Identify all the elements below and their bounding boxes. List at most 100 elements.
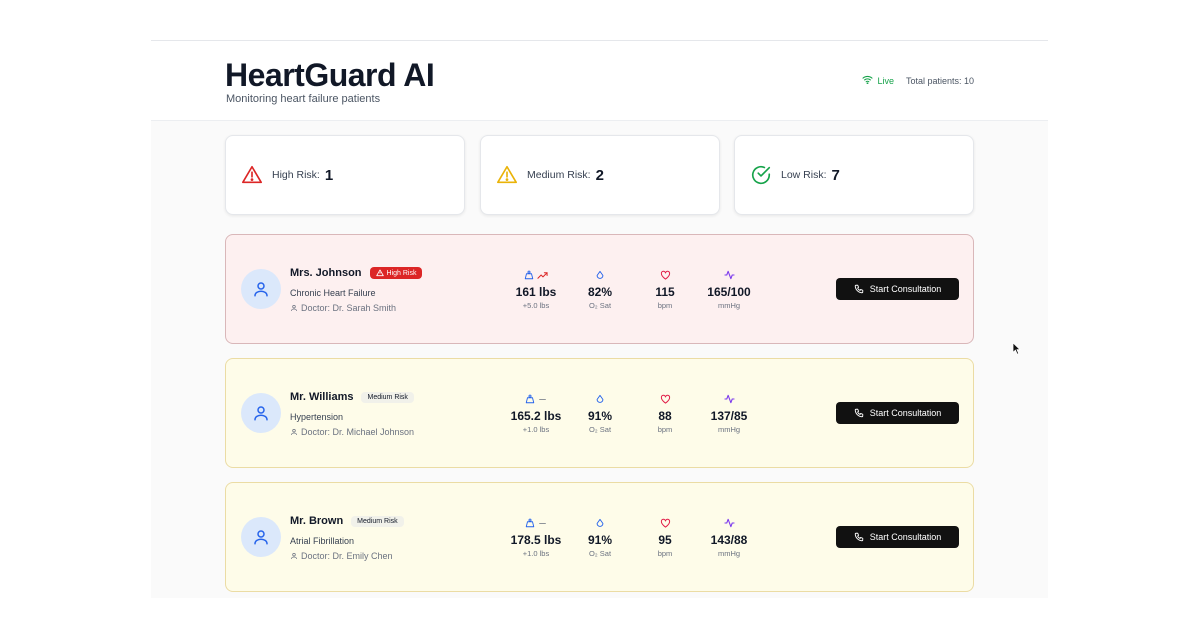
metric-o2: 91% O₂ Sat [565, 517, 635, 558]
page-subtitle: Monitoring heart failure patients [226, 93, 381, 105]
weight-icon [524, 270, 534, 280]
phone-icon [854, 284, 863, 294]
summary-card-high-risk: High Risk: 1 [225, 135, 465, 215]
total-patients: Total patients: 10 [905, 75, 974, 86]
summary-label: Low Risk: [781, 169, 827, 181]
metric-blood-pressure: 143/88 mmHg [694, 517, 764, 558]
o2-label: O₂ Sat [588, 549, 612, 558]
patient-name-row: Mr. Brown Medium Risk [290, 515, 404, 527]
doctor-label: Doctor: Dr. Emily Chen [301, 551, 393, 561]
weight-value: 165.2 lbs [510, 409, 562, 423]
trend-flat-icon [539, 522, 546, 524]
weight-icon [525, 518, 535, 528]
bp-label: mmHg [717, 301, 741, 310]
patient-name-row: Mr. Williams Medium Risk [290, 391, 414, 403]
patient-doctor: Doctor: Dr. Michael Johnson [290, 427, 414, 437]
patient-card[interactable]: Mr. Williams Medium Risk Hypertension Do… [225, 358, 974, 468]
phone-icon [854, 532, 863, 542]
summary-card-low-risk: Low Risk: 7 [734, 135, 974, 215]
o2-value: 91% [587, 533, 613, 547]
patient-condition: Hypertension [290, 412, 344, 422]
patient-card[interactable]: Mrs. Johnson High Risk Chronic Heart Fai… [225, 234, 974, 344]
live-indicator: Live [862, 75, 894, 86]
hr-value: 88 [658, 409, 672, 423]
user-icon [254, 406, 268, 421]
page-title: HeartGuard AI [225, 57, 435, 93]
warning-triangle-icon [375, 269, 384, 277]
weight-change: +1.0 lbs [522, 549, 550, 558]
start-consultation-button[interactable]: Start Consultation [836, 278, 959, 300]
hr-label: bpm [657, 549, 673, 558]
trend-flat-icon [539, 398, 546, 400]
live-label: Live [877, 75, 894, 86]
risk-badge-label: Medium Risk [367, 393, 408, 401]
trend-up-icon [537, 271, 548, 279]
risk-badge-label: Medium Risk [357, 517, 398, 525]
user-icon [290, 428, 298, 436]
hr-value: 115 [655, 285, 675, 299]
o2-value: 91% [587, 409, 613, 423]
heart-icon [660, 270, 670, 280]
bp-label: mmHg [717, 425, 741, 434]
metric-weight: 178.5 lbs +1.0 lbs [501, 517, 571, 558]
metric-o2: 82% O₂ Sat [565, 269, 635, 310]
start-consultation-button[interactable]: Start Consultation [836, 402, 959, 424]
patient-name: Mrs. Johnson [290, 267, 362, 279]
app-frame: HeartGuard AI Monitoring heart failure p… [151, 40, 1048, 598]
weight-icon [525, 394, 535, 404]
wifi-icon [862, 75, 877, 86]
weight-value: 161 lbs [515, 285, 557, 299]
patient-name: Mr. Brown [290, 515, 344, 527]
doctor-label: Doctor: Dr. Michael Johnson [301, 427, 415, 437]
mouse-cursor-icon [1012, 342, 1021, 360]
patient-name: Mr. Williams [290, 391, 354, 403]
heart-icon [660, 518, 670, 528]
start-consultation-button[interactable]: Start Consultation [836, 526, 959, 548]
summary-label: High Risk: [272, 169, 320, 181]
hr-label: bpm [657, 425, 673, 434]
summary-count: 7 [831, 166, 840, 184]
risk-badge: High Risk [369, 267, 423, 279]
summary-label: Medium Risk: [527, 169, 591, 181]
weight-change: +1.0 lbs [522, 425, 550, 434]
o2-value: 82% [587, 285, 613, 299]
weight-value: 178.5 lbs [510, 533, 562, 547]
patient-condition: Atrial Fibrillation [290, 536, 355, 546]
droplet-icon [596, 518, 604, 527]
activity-icon [723, 394, 735, 404]
risk-badge: Medium Risk [351, 515, 404, 527]
summary-count: 1 [324, 166, 334, 184]
avatar [241, 269, 281, 309]
risk-badge-label: High Risk [386, 269, 417, 277]
metric-heart-rate: 115 bpm [630, 269, 700, 310]
page-header: HeartGuard AI Monitoring heart failure p… [151, 41, 1048, 121]
risk-badge: Medium Risk [361, 391, 414, 403]
metric-weight: 161 lbs +5.0 lbs [501, 269, 571, 310]
metric-o2: 91% O₂ Sat [565, 393, 635, 434]
status-bar: Live Total patients: 10 [862, 75, 974, 86]
metric-blood-pressure: 137/85 mmHg [694, 393, 764, 434]
bp-value: 137/85 [710, 409, 748, 423]
metric-heart-rate: 88 bpm [630, 393, 700, 434]
doctor-label: Doctor: Dr. Sarah Smith [301, 303, 397, 313]
summary-count: 2 [595, 166, 604, 184]
o2-label: O₂ Sat [588, 301, 612, 310]
bp-value: 143/88 [710, 533, 748, 547]
summary-card-medium-risk: Medium Risk: 2 [480, 135, 720, 215]
metric-weight: 165.2 lbs +1.0 lbs [501, 393, 571, 434]
patient-doctor: Doctor: Dr. Emily Chen [290, 551, 393, 561]
button-label: Start Consultation [869, 532, 942, 542]
patient-doctor: Doctor: Dr. Sarah Smith [290, 303, 396, 313]
activity-icon [723, 270, 735, 280]
patient-name-row: Mrs. Johnson High Risk [290, 267, 423, 279]
droplet-icon [596, 394, 604, 403]
avatar [241, 517, 281, 557]
patient-card[interactable]: Mr. Brown Medium Risk Atrial Fibrillatio… [225, 482, 974, 592]
phone-icon [854, 408, 863, 418]
hr-label: bpm [657, 301, 673, 310]
button-label: Start Consultation [869, 408, 942, 418]
user-icon [254, 530, 268, 545]
o2-label: O₂ Sat [588, 425, 612, 434]
droplet-icon [596, 270, 604, 279]
avatar [241, 393, 281, 433]
